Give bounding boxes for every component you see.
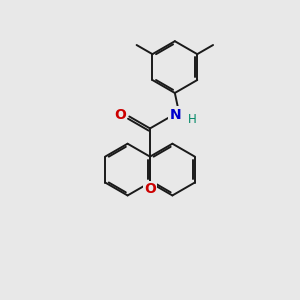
Text: N: N [170,108,182,122]
Text: O: O [144,182,156,196]
Text: H: H [188,113,197,126]
Text: O: O [114,108,126,122]
